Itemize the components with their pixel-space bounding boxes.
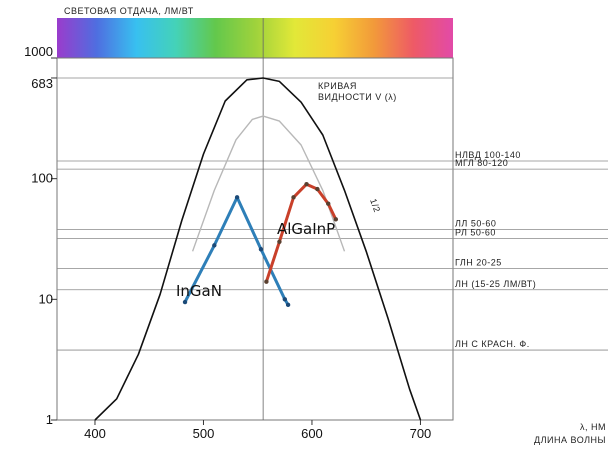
data-point <box>285 302 291 308</box>
ratio-label: 1/2 <box>368 197 382 214</box>
y-tick-label: 10 <box>39 291 53 306</box>
y-tick-label: 683 <box>31 76 53 91</box>
x-axis-label-sub: ДЛИНА ВОЛНЫ <box>534 435 606 445</box>
data-point <box>333 217 339 222</box>
light-source-label: ЛН (15-25 ЛМ/ВТ) <box>455 279 536 289</box>
data-point <box>315 186 320 192</box>
series-line-inner-curve <box>191 115 346 252</box>
chart-title: СВЕТОВАЯ ОТДАЧА, ЛМ/ВТ <box>64 6 194 16</box>
x-axis-ticks: 400 500 600 700 <box>84 420 431 441</box>
data-point <box>264 279 269 284</box>
light-source-label: НЛВД 100-140 <box>455 150 521 160</box>
curve-label-line1: КРИВАЯ <box>318 81 357 91</box>
series-label-ingan: InGaN <box>176 282 222 300</box>
y-tick-label: 100 <box>31 171 53 186</box>
x-tick-label: 600 <box>301 426 323 441</box>
x-tick-label: 400 <box>84 426 106 441</box>
data-point <box>234 195 240 200</box>
data-point <box>258 247 264 252</box>
data-point <box>277 239 282 244</box>
light-source-lines <box>57 160 608 351</box>
light-source-label: ЛЛ 50-60 <box>455 218 496 228</box>
x-axis-label: λ, НМ <box>580 422 606 432</box>
series-label-algainp: AlGaInP <box>277 220 335 238</box>
x-tick-label: 700 <box>410 426 432 441</box>
y-tick-label: 1 <box>46 412 53 427</box>
light-source-label: ГЛН 20-25 <box>455 258 502 268</box>
light-source-label: ЛН С КРАСН. Ф. <box>455 339 530 349</box>
series-layer <box>94 77 422 421</box>
y-axis-ticks: 1 10 100 683 1000 <box>24 44 57 427</box>
data-point <box>182 299 188 305</box>
y-tick-label: 1000 <box>24 44 53 59</box>
data-point <box>212 243 217 248</box>
spectrum-band <box>57 18 453 58</box>
data-point <box>282 297 288 302</box>
x-tick-label: 500 <box>193 426 215 441</box>
light-source-label: МГЛ 80-120 <box>455 158 508 168</box>
data-point <box>304 181 309 187</box>
light-source-label: РЛ 50-60 <box>455 227 496 237</box>
series-line--v- <box>94 77 422 421</box>
plot-frame <box>56 57 454 421</box>
data-point <box>326 201 331 206</box>
curve-label-line2: ВИДНОСТИ V (λ) <box>318 92 397 102</box>
data-point <box>291 195 296 200</box>
